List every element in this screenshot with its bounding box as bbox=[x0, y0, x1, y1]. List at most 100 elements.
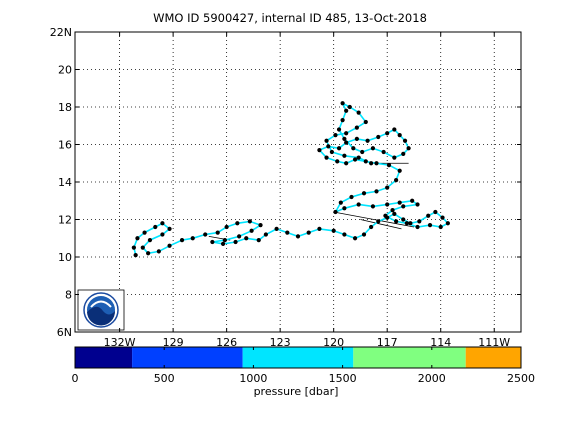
track-point bbox=[342, 153, 347, 158]
track-point bbox=[147, 238, 153, 243]
track-point bbox=[404, 221, 409, 226]
colorbar-tick-label: 0 bbox=[72, 372, 79, 385]
track-point bbox=[344, 161, 349, 166]
track-point bbox=[438, 224, 443, 230]
track-point bbox=[224, 224, 229, 230]
track-point bbox=[402, 138, 408, 143]
track-point bbox=[385, 202, 390, 207]
track-point bbox=[385, 131, 390, 136]
colorbar-tick-label: 2000 bbox=[418, 372, 446, 385]
colorbar-band bbox=[132, 347, 243, 368]
chart-title: WMO ID 5900427, internal ID 485, 13-Oct-… bbox=[153, 11, 427, 25]
track-point bbox=[415, 202, 420, 207]
track-point bbox=[344, 108, 349, 113]
track-point bbox=[410, 198, 415, 203]
track-point bbox=[361, 191, 367, 196]
track-point bbox=[390, 208, 395, 213]
track-point bbox=[336, 127, 342, 132]
track-point bbox=[317, 226, 322, 231]
track-point bbox=[317, 148, 322, 153]
track-point bbox=[344, 140, 349, 145]
track-point bbox=[342, 136, 347, 141]
track-point bbox=[340, 101, 345, 106]
track-point bbox=[220, 241, 226, 246]
track-point bbox=[256, 238, 261, 243]
track-point bbox=[340, 118, 345, 123]
track-point bbox=[392, 211, 397, 216]
track-point bbox=[397, 200, 402, 205]
track-point bbox=[374, 189, 379, 194]
track-point bbox=[385, 185, 390, 190]
track-point bbox=[383, 213, 388, 218]
track-point bbox=[235, 221, 240, 226]
track-point bbox=[394, 219, 399, 224]
y-axis-ticks: 6N 8 10 12 14 16 18 20 22N bbox=[50, 26, 521, 339]
track-point bbox=[146, 251, 151, 256]
track-point bbox=[190, 236, 195, 241]
track-point bbox=[306, 230, 311, 235]
x-tick-label: 117 bbox=[377, 336, 398, 349]
track-point bbox=[342, 232, 347, 237]
track-point bbox=[406, 146, 411, 151]
y-tick-label: 22N bbox=[50, 26, 72, 39]
track-point bbox=[167, 243, 172, 248]
track-point bbox=[258, 223, 263, 228]
track-point bbox=[415, 224, 420, 230]
track-point bbox=[397, 168, 402, 173]
track-point bbox=[233, 239, 238, 245]
track-point bbox=[215, 230, 220, 235]
colorbar-band bbox=[242, 347, 354, 368]
track-point bbox=[347, 104, 352, 110]
colorbar-band bbox=[75, 347, 133, 368]
track-point bbox=[247, 219, 252, 224]
track-point bbox=[417, 219, 422, 224]
track-point bbox=[153, 224, 158, 230]
track-point bbox=[433, 209, 438, 215]
colorbar-band bbox=[465, 347, 521, 368]
track-point bbox=[295, 234, 301, 239]
track-point bbox=[336, 146, 342, 151]
track-point bbox=[352, 157, 358, 162]
track-point bbox=[342, 206, 347, 211]
track-point bbox=[179, 238, 185, 243]
track-point bbox=[133, 253, 138, 258]
track-point bbox=[426, 213, 431, 218]
track-point bbox=[140, 245, 145, 250]
logo-wave bbox=[87, 306, 116, 326]
track-point bbox=[361, 232, 367, 237]
track-point bbox=[356, 202, 361, 207]
track-point bbox=[369, 161, 374, 166]
track-point bbox=[249, 228, 254, 233]
track-point bbox=[285, 230, 290, 235]
colorbar-tick-label: 2500 bbox=[507, 372, 535, 385]
track-point bbox=[324, 138, 329, 143]
x-tick-label: 120 bbox=[323, 336, 344, 349]
x-axis-ticks: 132W 129 126 123 120 117 114 111W bbox=[104, 32, 510, 349]
track-point bbox=[392, 155, 397, 160]
x-tick-label: 111W bbox=[478, 336, 510, 349]
track-point bbox=[329, 149, 334, 155]
colorbar-tick-label: 1500 bbox=[329, 372, 357, 385]
track-point bbox=[210, 239, 215, 245]
track-point bbox=[333, 209, 338, 215]
y-tick-label: 20 bbox=[58, 64, 72, 77]
track-point bbox=[427, 223, 433, 228]
colorbar-frame bbox=[74, 346, 522, 369]
track-point bbox=[370, 204, 376, 209]
colorbar-tick-label: 500 bbox=[154, 372, 175, 385]
track-point bbox=[363, 119, 368, 125]
track-jump-segment bbox=[333, 211, 415, 228]
track-point bbox=[354, 125, 359, 130]
y-tick-label: 12 bbox=[58, 214, 72, 227]
track-point bbox=[131, 245, 136, 250]
track-point bbox=[244, 236, 249, 241]
track-point bbox=[203, 232, 208, 237]
colorbar-band bbox=[353, 347, 466, 368]
pressure-colorbar: 0 500 1000 1500 2000 2500 bbox=[72, 346, 535, 385]
track-jump-segment bbox=[360, 219, 402, 230]
y-tick-label: 6N bbox=[57, 326, 72, 339]
track-point bbox=[160, 232, 165, 237]
track-point bbox=[381, 149, 386, 155]
track-point bbox=[374, 161, 379, 166]
